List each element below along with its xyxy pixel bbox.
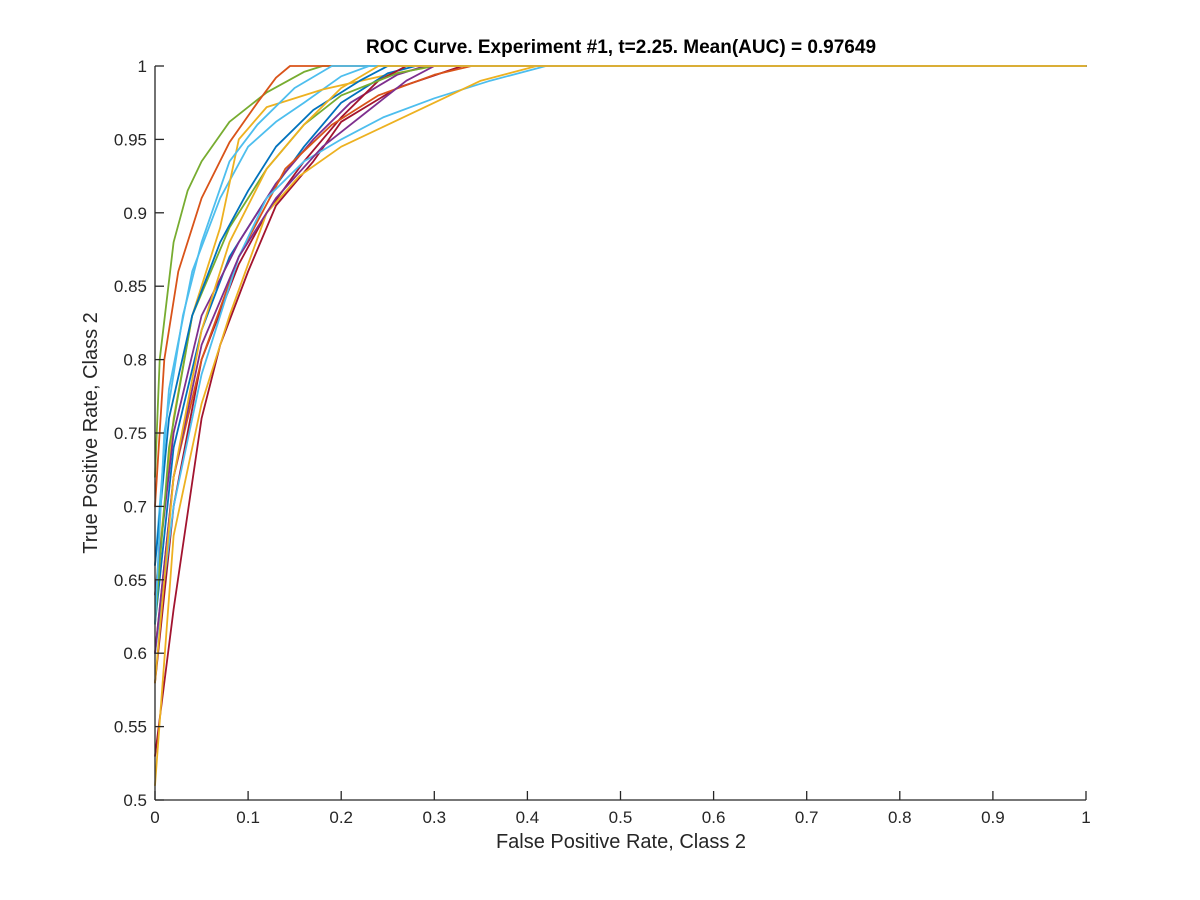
roc-series-line: [154, 65, 1087, 625]
ticks-layer: 0 0.1 0.2 0.3 0.4 0.5 0.6 0.7 0.8 0.9 1 0.5 0.55 0.6 0…: [114, 57, 1091, 827]
roc-series-line: [154, 65, 1087, 625]
roc-series-line: [154, 65, 1087, 625]
y-tick-label: 0.9: [123, 204, 147, 223]
x-tick-label: 0.9: [981, 808, 1005, 827]
y-tick-label: 0.6: [123, 644, 147, 663]
axes-layer: [154, 66, 1086, 801]
roc-series-line: [154, 65, 1087, 655]
y-tick-label: 0.55: [114, 718, 147, 737]
x-tick-label: 0.3: [422, 808, 446, 827]
roc-series-line: [154, 65, 1087, 566]
x-tick-label: 1: [1081, 808, 1090, 827]
roc-series-line: [154, 65, 1087, 655]
y-tick-label: 0.95: [114, 130, 147, 149]
y-tick-label: 0.5: [123, 791, 147, 810]
y-axis-label: True Positive Rate, Class 2: [80, 312, 102, 554]
y-tick-label: 0.75: [114, 424, 147, 443]
y-tick-label: 0.7: [123, 497, 147, 516]
x-tick-label: 0.2: [329, 808, 353, 827]
roc-series-line: [154, 65, 1087, 508]
roc-series-line: [154, 65, 1087, 566]
x-tick-label: 0.5: [609, 808, 633, 827]
y-tick-label: 0.85: [114, 277, 147, 296]
y-tick-label: 0.65: [114, 571, 147, 590]
y-tick-label: 1: [138, 57, 147, 76]
roc-series-line: [154, 65, 1087, 478]
roc-series-line: [154, 65, 1087, 596]
roc-series-line: [154, 65, 1087, 787]
x-tick-label: 0.7: [795, 808, 819, 827]
roc-series-line: [154, 65, 1087, 655]
chart-title: ROC Curve. Experiment #1, t=2.25. Mean(A…: [366, 37, 876, 58]
x-tick-label: 0.8: [888, 808, 912, 827]
x-tick-label: 0: [150, 808, 159, 827]
roc-series-line: [154, 65, 1087, 596]
roc-series-line: [154, 65, 1087, 684]
x-tick-label: 0.4: [516, 808, 540, 827]
x-tick-label: 0.6: [702, 808, 726, 827]
series-layer: [154, 65, 1087, 787]
x-tick-label: 0.1: [236, 808, 260, 827]
y-tick-label: 0.8: [123, 351, 147, 370]
x-axis-label: False Positive Rate, Class 2: [496, 831, 746, 853]
